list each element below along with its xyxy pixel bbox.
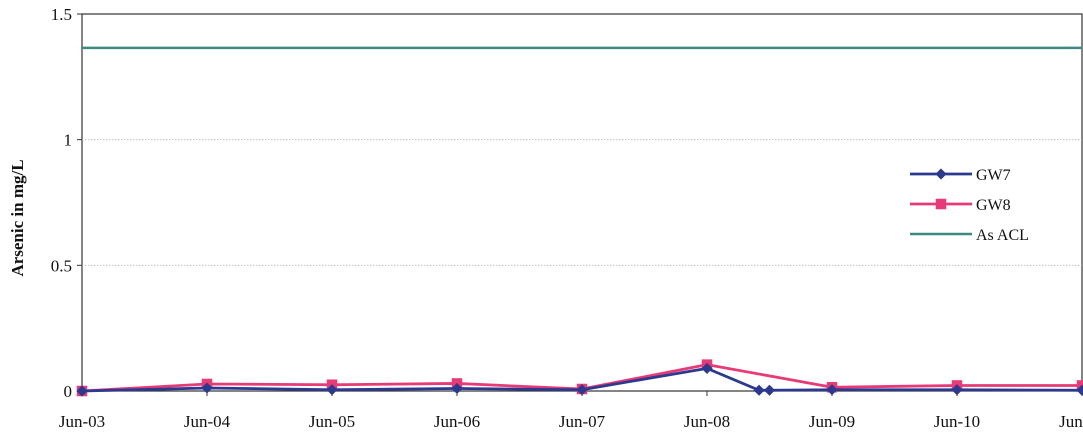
legend-marker-gw8 [935,198,947,210]
data-point-gw7-2 [326,384,338,396]
x-tick-label-7: Jun-10 [934,412,980,431]
x-tick-label-1: Jun-04 [184,412,231,431]
series-lines [76,46,1083,397]
data-point-gw7-3 [451,382,463,395]
x-tick-label-4: Jun-07 [559,412,606,431]
x-tick-label-0: Jun-03 [59,412,105,431]
legend-marker-gw7 [935,168,947,180]
data-point-gw7-10 [1076,384,1083,396]
legend: GW7 GW8 As ACL [910,167,1029,244]
x-tick-label-6: Jun-09 [809,412,855,431]
data-point-gw7-4 [576,384,588,396]
x-tick-label-8: Jun-11 [1059,412,1083,431]
legend-label-gw8: GW8 [976,197,1011,214]
plot-area [81,13,1083,392]
y-tick-label-3: 1.5 [51,5,72,24]
y-axis-title: Arsenic in mg/L [8,159,27,276]
data-point-gw7-7 [763,384,776,396]
y-tick-label-1: 0.5 [51,256,72,275]
data-point-gw7-5 [701,362,713,374]
axes: 0 0.5 1 1.5 Jun-03 Jun-04 Jun-05 Jun-06 Jun-07 Ju… [51,5,1083,431]
data-point-gw7-6 [753,384,765,396]
y-tick-label-0: 0 [64,382,73,401]
data-point-gw7-9 [951,384,963,396]
x-tick-label-2: Jun-05 [309,412,355,431]
data-point-gw7-1 [201,382,213,394]
data-point-gw7-8 [826,384,838,396]
legend-label-gw7: GW7 [976,167,1011,184]
x-tick-label-3: Jun-06 [434,412,480,431]
x-tick-label-5: Jun-08 [684,412,730,431]
legend-label-as-acl: As ACL [976,227,1029,244]
y-tick-label-2: 1 [64,131,73,150]
data-point-gw7-0 [76,385,88,397]
